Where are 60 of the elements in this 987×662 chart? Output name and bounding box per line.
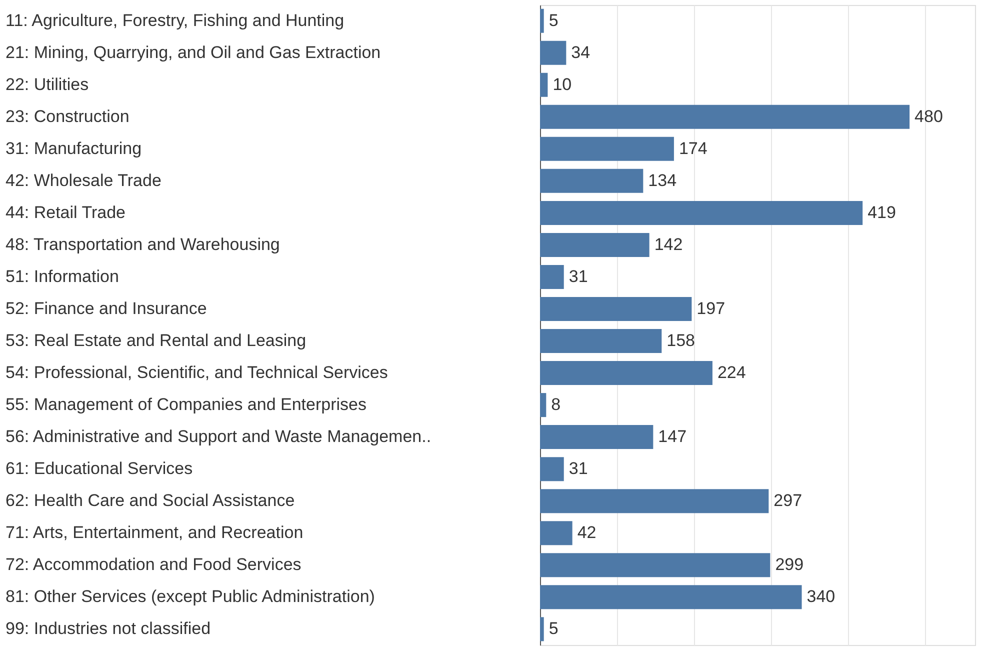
bar: [540, 393, 546, 418]
y-tick-label: 42: Wholesale Trade: [6, 170, 162, 190]
data-label: 31: [568, 266, 588, 286]
bar: [540, 489, 769, 514]
y-tick-label: 31: Manufacturing: [6, 138, 142, 158]
bar: [540, 168, 644, 193]
y-tick-label: 11: Agriculture, Forestry, Fishing and Hunting: [6, 10, 344, 30]
data-label: 5: [548, 10, 558, 30]
bar: [540, 617, 544, 642]
bar: [540, 136, 674, 161]
bar: [540, 296, 692, 321]
data-label: 297: [774, 491, 802, 510]
bar: [540, 329, 662, 354]
data-label: 299: [775, 555, 804, 574]
bar: [540, 361, 712, 386]
data-label: 340: [806, 587, 836, 606]
y-tick-label: 71: Arts, Entertainment, and Recreation: [6, 523, 304, 542]
bar: [540, 72, 548, 97]
data-label: 10: [552, 74, 572, 94]
data-label: 42: [577, 523, 596, 542]
y-tick-label: 44: Retail Trade: [6, 202, 126, 222]
y-tick-label: 23: Construction: [6, 106, 130, 126]
y-tick-label: 48: Transportation and Warehousing: [6, 234, 280, 254]
bar: [540, 457, 564, 482]
y-tick-label: 52: Finance and Insurance: [6, 298, 207, 318]
data-label: 419: [868, 202, 896, 222]
y-tick-label: 55: Management of Companies and Enterprises: [6, 395, 366, 414]
y-tick-label: 81: Other Services (except Public Administration): [6, 587, 375, 606]
data-label: 174: [678, 138, 708, 158]
bar: [540, 104, 910, 129]
y-tick-label: 61: Educational Services: [6, 459, 193, 478]
data-label: 31: [568, 459, 588, 478]
bar: [540, 521, 572, 546]
data-label: 147: [658, 427, 687, 446]
bar: [540, 553, 770, 578]
bar: [540, 585, 802, 610]
data-label: 480: [914, 106, 943, 126]
y-tick-label: 62: Health Care and Social Assistance: [6, 491, 295, 510]
data-label: 158: [666, 331, 696, 350]
y-tick-label: 54: Professional, Scientific, and Technical Services: [6, 363, 388, 382]
bar: [540, 8, 544, 33]
bar: [540, 200, 863, 225]
data-label: 134: [648, 170, 677, 190]
bar: [540, 264, 564, 289]
data-label: 34: [571, 42, 590, 62]
data-label: 224: [717, 363, 746, 382]
y-tick-label: 56: Administrative and Support and Waste Managemen..: [6, 427, 432, 446]
y-tick-label: 22: Utilities: [6, 74, 89, 94]
data-label: 197: [696, 298, 726, 318]
bar: [540, 40, 566, 65]
y-tick-label: 99: Industries not classified: [6, 619, 211, 638]
data-label: 5: [548, 619, 558, 638]
y-tick-label: 51: Information: [6, 266, 119, 286]
data-label: 8: [551, 395, 561, 414]
data-label: 142: [654, 234, 683, 254]
bar: [540, 425, 654, 450]
y-tick-label: 21: Mining, Quarrying, and Oil and Gas Extraction: [6, 42, 381, 62]
bar: [540, 232, 650, 257]
y-tick-label: 72: Accommodation and Food Services: [6, 555, 302, 574]
y-tick-label: 53: Real Estate and Rental and Leasing: [6, 331, 306, 350]
